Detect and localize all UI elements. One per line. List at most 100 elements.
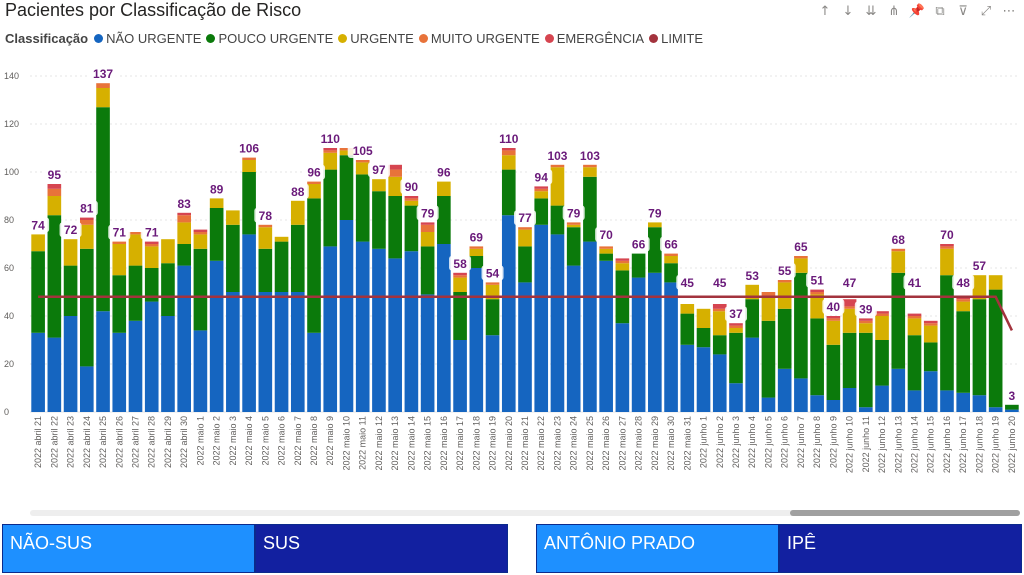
expand-down-icon[interactable]: ⇊ bbox=[865, 4, 877, 19]
bar-segment bbox=[696, 328, 711, 348]
bar-segment bbox=[469, 268, 484, 412]
data-label: 3 bbox=[1009, 389, 1016, 403]
legend-item[interactable]: EMERGÊNCIA bbox=[544, 31, 644, 46]
bar-segment bbox=[599, 260, 613, 412]
legend-marker bbox=[338, 34, 348, 43]
data-label: 53 bbox=[746, 269, 760, 283]
focus-mode-icon[interactable]: ⤢ bbox=[980, 4, 992, 19]
legend-item[interactable]: LIMITE bbox=[649, 31, 703, 46]
bar-segment bbox=[437, 244, 451, 412]
limit-line bbox=[38, 295, 1014, 331]
data-label-background bbox=[562, 205, 585, 221]
legend-item[interactable]: NÃO URGENTE bbox=[94, 31, 201, 46]
bar-segment bbox=[323, 148, 338, 151]
slicer-antonio-prado[interactable]: ANTÔNIO PRADO bbox=[536, 524, 779, 573]
bar-segment bbox=[307, 184, 321, 199]
x-tick-label: 2022 maio 23 bbox=[552, 416, 562, 471]
bar-segment bbox=[518, 282, 532, 412]
bar-segment bbox=[79, 224, 94, 249]
bar-segment bbox=[891, 368, 906, 412]
bar-segment bbox=[729, 325, 743, 328]
bar-segment bbox=[599, 246, 613, 249]
data-label: 41 bbox=[908, 276, 922, 290]
more-options-icon[interactable]: ⋯ bbox=[1002, 4, 1016, 19]
bar-segment bbox=[307, 198, 321, 333]
bar-segment bbox=[907, 318, 922, 336]
bar-segment bbox=[712, 354, 727, 412]
x-tick-label: 2022 maio 13 bbox=[390, 416, 400, 471]
visual-toolbar: ↑ ↓ ⇊ ⋔ 📌 ⧉ ⊽ ⤢ ⋯ bbox=[816, 3, 1018, 21]
bar-segment bbox=[972, 275, 987, 300]
data-label: 47 bbox=[843, 276, 857, 290]
bar-segment bbox=[404, 251, 419, 412]
bar-segment bbox=[112, 332, 127, 412]
bar-segment bbox=[79, 217, 94, 220]
data-label-background bbox=[789, 239, 812, 254]
bar-segment bbox=[355, 162, 370, 175]
bar-segment bbox=[615, 323, 630, 412]
drill-up-icon[interactable]: ↑ bbox=[819, 4, 831, 19]
data-label-background bbox=[465, 229, 488, 245]
bar-segment bbox=[339, 150, 354, 156]
horizontal-scrollbar-thumb[interactable] bbox=[790, 510, 1020, 516]
data-label: 70 bbox=[599, 228, 613, 242]
bar-segment bbox=[161, 239, 175, 264]
legend-item[interactable]: URGENTE bbox=[338, 31, 414, 46]
bar-segment bbox=[161, 316, 175, 412]
legend-item[interactable]: POUCO URGENTE bbox=[206, 31, 333, 46]
bar-segment bbox=[258, 248, 273, 292]
slicer-ipe[interactable]: IPÊ bbox=[779, 524, 1022, 573]
legend-label: NÃO URGENTE bbox=[106, 31, 202, 46]
bar-segment bbox=[777, 280, 792, 283]
bar-segment bbox=[696, 347, 711, 412]
horizontal-scrollbar-track[interactable] bbox=[30, 510, 1020, 516]
data-label-background bbox=[530, 169, 553, 185]
legend-item[interactable]: MUITO URGENTE bbox=[418, 31, 540, 46]
slicer-nao-sus[interactable]: NÃO-SUS bbox=[2, 524, 255, 573]
data-label-background bbox=[595, 227, 618, 242]
bar-segment bbox=[453, 275, 467, 278]
bar-segment bbox=[420, 294, 435, 412]
expand-all-icon[interactable]: ⋔ bbox=[888, 4, 900, 19]
bar-segment bbox=[940, 390, 954, 412]
bar-segment bbox=[177, 212, 191, 216]
bar-segment bbox=[566, 227, 581, 266]
pin-icon[interactable]: 📌 bbox=[908, 4, 926, 19]
bar-segment bbox=[583, 241, 597, 412]
bar-segment bbox=[696, 308, 711, 328]
bar-segment bbox=[323, 152, 338, 170]
bar-segment bbox=[372, 191, 386, 249]
bar-segment bbox=[290, 200, 305, 225]
bar-segment bbox=[599, 248, 613, 254]
copy-icon[interactable]: ⧉ bbox=[935, 4, 945, 19]
legend-title: Classificação bbox=[5, 31, 89, 46]
bar-segment bbox=[956, 392, 971, 412]
bar-segment bbox=[47, 188, 62, 196]
bar-segment bbox=[859, 407, 873, 412]
bar-segment bbox=[761, 292, 776, 297]
bar-segment bbox=[826, 344, 841, 400]
filter-icon[interactable]: ⊽ bbox=[958, 4, 968, 19]
bar-segment bbox=[550, 167, 565, 206]
bar-segment bbox=[144, 301, 159, 412]
drill-down-icon[interactable]: ↓ bbox=[842, 4, 854, 19]
data-label: 70 bbox=[940, 228, 954, 242]
x-tick-label: 2022 junho 4 bbox=[747, 416, 757, 468]
data-label: 40 bbox=[827, 300, 841, 314]
x-tick-label: 2022 junho 3 bbox=[731, 416, 741, 468]
bar-segment bbox=[940, 248, 954, 276]
bar-segment bbox=[63, 265, 78, 316]
legend-marker bbox=[94, 34, 104, 43]
slicer-sus[interactable]: SUS bbox=[255, 524, 508, 573]
bar-segment bbox=[664, 256, 678, 264]
data-label-background bbox=[493, 131, 524, 146]
bar-segment bbox=[826, 318, 841, 321]
data-label: 95 bbox=[48, 168, 62, 182]
bar-segment bbox=[550, 205, 565, 235]
x-tick-label: 2022 maio 28 bbox=[634, 416, 644, 471]
bar-segment bbox=[501, 150, 516, 156]
bar-segment bbox=[842, 332, 857, 388]
bar-segment bbox=[31, 332, 45, 412]
bar-segment bbox=[583, 176, 597, 242]
bar-segment bbox=[875, 340, 889, 386]
